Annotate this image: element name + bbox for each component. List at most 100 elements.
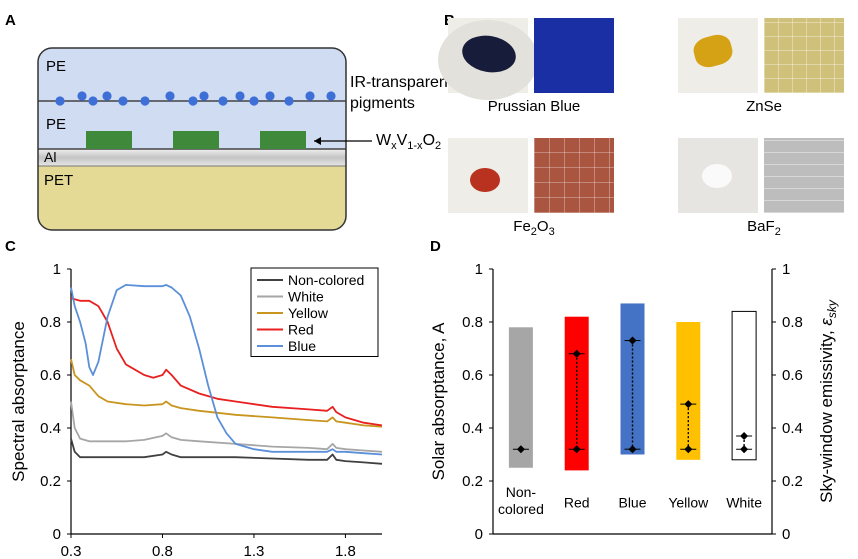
y2-tick-label: 0	[782, 526, 790, 543]
pigment-particle	[249, 96, 259, 106]
pigment-particle	[88, 96, 98, 106]
pigment-particle	[165, 91, 175, 101]
pigment-particle	[77, 91, 87, 101]
category-label: White	[726, 495, 762, 511]
baf2-film-photo	[764, 138, 844, 213]
y-tick-label: 0	[53, 526, 61, 543]
category-label: Yellow	[668, 495, 709, 511]
pigment-particles	[55, 91, 336, 106]
absorptance-bar-white	[731, 310, 757, 461]
emissivity-marker	[572, 349, 581, 358]
y-tick-label: 0	[475, 526, 483, 543]
pigment-particle	[102, 91, 112, 101]
wvo-label: WxV1-xO2	[376, 132, 442, 153]
legend-label: Non-colored	[288, 272, 364, 288]
absorptance-bar-red	[564, 316, 589, 471]
series-line-blue	[70, 284, 383, 456]
y2-tick-label: 0.4	[782, 420, 803, 437]
absorptance-bar-blue	[620, 303, 645, 455]
pigment-particle	[265, 91, 275, 101]
fe2o3-powder-photo	[448, 138, 528, 213]
y-tick-label: 0.2	[462, 473, 483, 490]
pe-top-label: PE	[46, 58, 67, 75]
pet-label: PET	[44, 172, 74, 189]
pet-layer	[38, 166, 346, 230]
pe-bottom-label: PE	[46, 116, 67, 133]
caption-znse: ZnSe	[746, 98, 782, 115]
x-tick-label: 0.3	[61, 543, 82, 559]
wvo-pointer-arrowhead	[314, 137, 321, 145]
pigment-particle	[284, 96, 294, 106]
y-tick-label: 1	[475, 261, 483, 278]
legend-label: Yellow	[288, 305, 329, 321]
pigment-particle	[305, 91, 315, 101]
emissivity-marker	[628, 336, 637, 345]
category-label: Red	[564, 495, 590, 511]
pigment-particle	[235, 91, 245, 101]
absorptance-bar-yellow	[676, 322, 701, 460]
pigment-particle	[326, 91, 336, 101]
panel-letter-d: D	[430, 238, 441, 255]
x-tick-label: 1.8	[335, 543, 356, 559]
emissivity-marker	[740, 431, 749, 440]
y2-tick-label: 0.8	[782, 314, 803, 331]
al-label: Al	[44, 149, 57, 165]
series-line-yellow	[70, 358, 383, 428]
y2-tick-label: 0.2	[782, 473, 803, 490]
znse-film-photo	[764, 18, 844, 93]
y-tick-label: 0.4	[40, 420, 61, 437]
baf2-powder-photo	[678, 138, 758, 213]
panel-letter-c: C	[5, 238, 16, 255]
znse-powder-photo	[678, 18, 758, 93]
wvo-block	[173, 131, 219, 149]
legend-label: Red	[288, 322, 314, 338]
y2-tick-label: 0.6	[782, 367, 803, 384]
pigment-label-line1: IR-transparent	[350, 74, 453, 91]
y-tick-label: 0.4	[462, 420, 483, 437]
pigment-particle	[199, 91, 209, 101]
x-tick-label: 1.3	[244, 543, 265, 559]
series-line-white	[70, 401, 383, 453]
layer-stack-diagram	[37, 47, 372, 231]
stack-outline	[37, 47, 347, 231]
spectral-absorptance-chart: 00.20.40.60.810.30.81.31.8Wavelength (μm…	[9, 261, 383, 559]
y-tick-label: 0.2	[40, 473, 61, 490]
y-axis-title: Solar absorptance, A	[429, 322, 448, 480]
category-label: Non-	[506, 484, 537, 500]
al-layer	[38, 149, 346, 166]
legend-label: Blue	[288, 338, 316, 354]
y-tick-label: 0.8	[40, 314, 61, 331]
y-tick-label: 0.8	[462, 314, 483, 331]
caption-prussian-blue: Prussian Blue	[487, 98, 581, 115]
wvo-block	[86, 131, 132, 149]
emissivity-marker	[516, 445, 525, 454]
fe2o3-film-photo	[534, 138, 614, 213]
x-tick-label: 0.8	[152, 543, 173, 559]
pigment-particle	[218, 96, 228, 106]
caption-fe2o3: Fe2O3	[513, 218, 555, 238]
prussian-blue-powder-photo	[438, 18, 538, 100]
y2-tick-label: 1	[782, 261, 790, 278]
absorptance-bar-non-colored	[508, 327, 533, 468]
emissivity-marker	[572, 445, 581, 454]
pigment-particle	[55, 96, 65, 106]
category-label: Blue	[618, 495, 646, 511]
legend-label: White	[288, 289, 324, 305]
emissivity-marker	[684, 400, 693, 409]
y2-axis-title: Sky-window emissivity, εsky	[817, 299, 839, 503]
y-tick-label: 1	[53, 261, 61, 278]
series-line-non-colored	[70, 438, 383, 465]
pigment-particle	[140, 96, 150, 106]
caption-baf2: BaF2	[747, 218, 781, 238]
pigment-particle	[188, 96, 198, 106]
y-tick-label: 0.6	[40, 367, 61, 384]
series-line-red	[70, 297, 383, 427]
pigment-particle	[118, 96, 128, 106]
solar-absorptance-chart: 0 0 0.2 0.2 0.4 0.4 0.6 0.6 0.8 0.8 1 1 Solar absorp…	[429, 261, 839, 543]
y-tick-label: 0.6	[462, 367, 483, 384]
prussian-blue-film-photo	[534, 18, 614, 93]
emissivity-marker	[684, 445, 693, 454]
category-label: colored	[498, 501, 544, 517]
pigment-label-line2: pigments	[350, 95, 415, 112]
emissivity-marker	[740, 445, 749, 454]
